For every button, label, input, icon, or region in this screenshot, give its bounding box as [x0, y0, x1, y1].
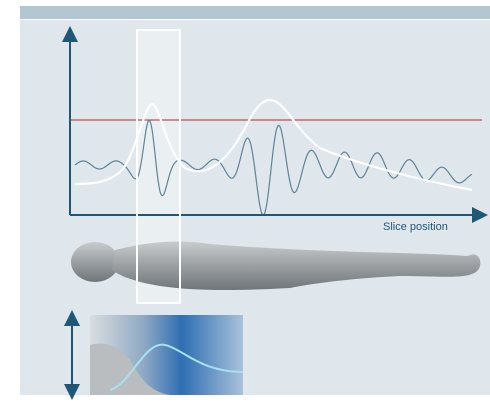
envelope-curve [74, 98, 473, 192]
top-strip [20, 6, 490, 19]
head [71, 242, 119, 282]
scan-curve [109, 343, 244, 391]
body-silhouette [71, 241, 481, 290]
torso-legs [112, 241, 481, 290]
scan-thumbnail [90, 315, 244, 395]
signal-curve [74, 119, 473, 216]
slice-highlight [136, 29, 181, 304]
scan-head [90, 343, 170, 395]
axis-label: Slice position [383, 221, 448, 233]
